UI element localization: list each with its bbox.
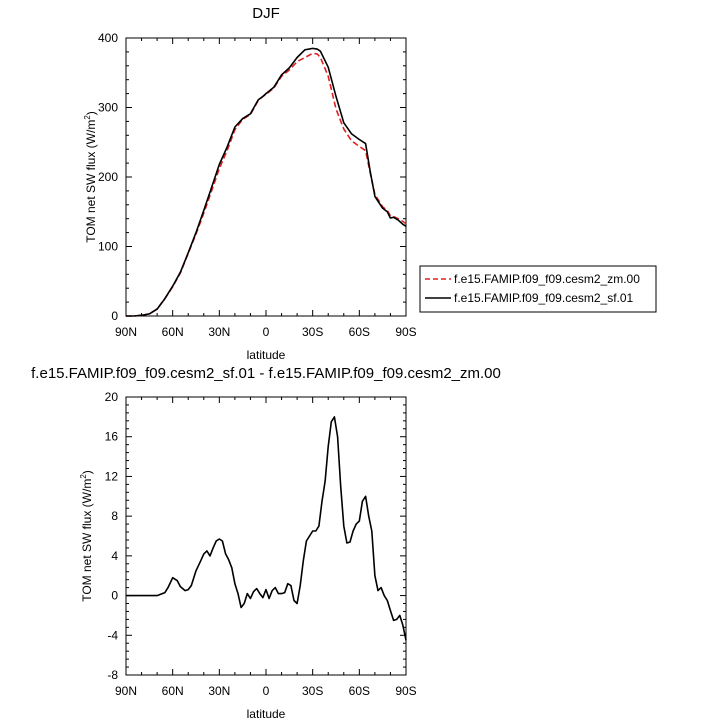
legend-box: [419, 265, 657, 313]
top-chart-series: [126, 47, 407, 317]
top-chart-x-axis-label: latitude: [247, 348, 286, 362]
top-x-tick-label: 30N: [208, 325, 230, 339]
top-y-tick-label: 200: [98, 170, 118, 184]
top-chart-ticks: 90N 60N 30N 0 30S 60S 90S 0 100 200 300 400: [98, 31, 417, 339]
top-chart-y-axis-label-end: ): [84, 111, 98, 115]
top-chart-plot-frame: [125, 37, 407, 317]
top-chart-title: DJF: [252, 5, 280, 22]
top-y-tick-label: 300: [98, 101, 118, 115]
top-y-tick-label: 0: [111, 309, 118, 323]
legend: f.e15.FAMIP.f09_f09.cesm2_zm.00 f.e15.FA…: [419, 265, 657, 313]
top-x-tick-label: 30S: [302, 325, 323, 339]
bottom-x-tick-label: 60N: [162, 684, 184, 698]
bottom-y-tick-label: 20: [105, 390, 119, 404]
bottom-y-tick-label: 4: [111, 549, 118, 563]
top-x-tick-label: 0: [263, 325, 270, 339]
top-chart-y-axis-label-main: TOM net SW flux (W/m: [84, 120, 98, 243]
top-x-tick-label: 60S: [349, 325, 370, 339]
bottom-x-tick-label: 60S: [349, 684, 370, 698]
bottom-chart-y-axis-label: TOM net SW flux (W/m2): [79, 470, 94, 602]
legend-label-sf: f.e15.FAMIP.f09_f09.cesm2_sf.01: [454, 291, 634, 305]
legend-label-zm: f.e15.FAMIP.f09_f09.cesm2_zm.00: [454, 272, 640, 286]
bottom-x-tick-label: 0: [263, 684, 270, 698]
top-y-tick-label: 400: [98, 31, 118, 45]
bottom-series-line-0: [126, 416, 407, 641]
top-x-tick-label: 90S: [395, 325, 416, 339]
bottom-chart-series: [126, 416, 407, 641]
bottom-y-tick-label: 8: [111, 509, 118, 523]
bottom-x-tick-label: 30S: [302, 684, 323, 698]
bottom-x-tick-label: 90N: [115, 684, 137, 698]
bottom-y-tick-label: -4: [107, 628, 118, 642]
bottom-chart-y-axis-label-main: TOM net SW flux (W/m: [80, 479, 94, 602]
bottom-y-tick-label: 16: [105, 430, 119, 444]
top-series-line-1: [126, 47, 407, 317]
top-chart-y-axis-label-sup: 2: [83, 115, 92, 120]
bottom-chart: f.e15.FAMIP.f09_f09.cesm2_sf.01 - f.e15.…: [31, 365, 501, 721]
top-chart: DJF 90N 60N 30N 0 30S 60S 90S 0 100 200 300 400 lat…: [83, 5, 657, 362]
bottom-chart-x-axis-label: latitude: [247, 707, 286, 721]
bottom-x-tick-label: 90S: [395, 684, 416, 698]
bottom-y-tick-label: -8: [107, 668, 118, 682]
top-x-tick-label: 60N: [162, 325, 184, 339]
bottom-y-tick-label: 0: [111, 589, 118, 603]
top-chart-y-axis-label: TOM net SW flux (W/m2): [83, 111, 98, 243]
bottom-chart-title: f.e15.FAMIP.f09_f09.cesm2_sf.01 - f.e15.…: [31, 365, 501, 382]
bottom-chart-y-axis-label-end: ): [80, 470, 94, 474]
bottom-chart-plot-frame: [125, 396, 407, 676]
top-x-tick-label: 90N: [115, 325, 137, 339]
bottom-chart-ticks: 90N 60N 30N 0 30S 60S 90S -8 -4 0 4 8 12 16 20: [105, 390, 417, 698]
top-y-tick-label: 100: [98, 240, 118, 254]
bottom-chart-y-axis-label-sup: 2: [79, 474, 88, 479]
bottom-x-tick-label: 30N: [208, 684, 230, 698]
bottom-y-tick-label: 12: [105, 469, 119, 483]
